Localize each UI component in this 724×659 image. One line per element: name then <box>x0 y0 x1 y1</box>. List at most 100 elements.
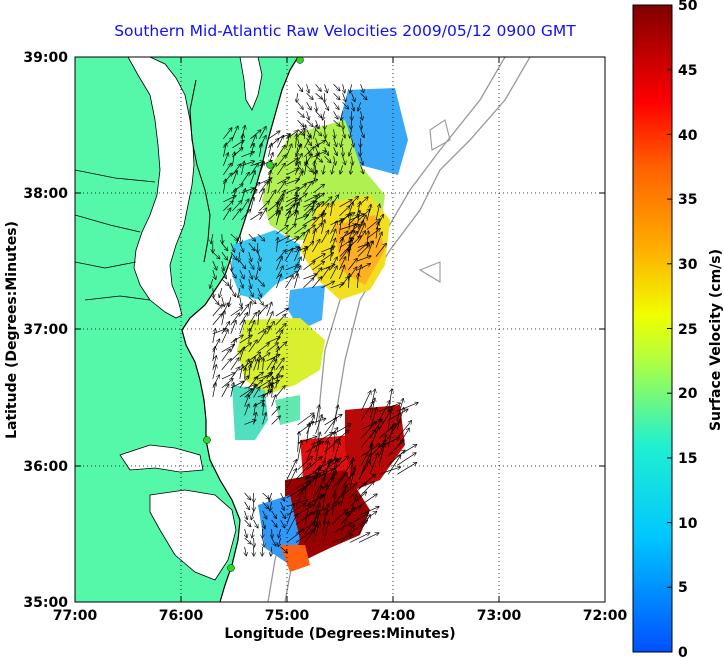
velocity-arrow <box>323 111 325 120</box>
velocity-arrow <box>375 244 386 257</box>
coastline <box>181 57 299 602</box>
velocity-arrow <box>387 407 391 430</box>
velocity-arrow <box>350 129 352 138</box>
velocity-arrow <box>315 469 333 480</box>
velocity-arrow <box>339 200 352 208</box>
velocity-arrow <box>239 260 246 269</box>
velocity-arrow <box>360 84 364 92</box>
bathymetry-contour <box>418 119 451 283</box>
velocity-arrow <box>239 320 245 335</box>
velocity-arrow <box>257 296 263 305</box>
velocity-arrow <box>324 460 330 479</box>
velocity-arrow <box>342 156 346 164</box>
velocity-arrow <box>229 297 231 306</box>
velocity-arrow <box>294 233 304 244</box>
velocity-arrow <box>245 368 246 380</box>
velocity-arrow <box>295 172 302 184</box>
velocity-arrow <box>263 519 265 529</box>
velocity-arrow <box>360 454 370 475</box>
velocity-arrow <box>232 189 236 202</box>
velocity-arrow <box>324 147 329 155</box>
velocity-arrow <box>230 339 236 353</box>
velocity-arrow <box>230 351 241 362</box>
velocity-arrow <box>221 242 228 251</box>
velocity-arrow <box>312 194 319 208</box>
velocity-arrow <box>294 193 297 207</box>
colorbar-ticks <box>667 4 672 588</box>
velocity-arrow <box>221 384 229 398</box>
velocity-arrow <box>259 201 269 212</box>
grid <box>75 57 605 602</box>
colorbar-tick-label: 15 <box>678 451 697 467</box>
velocity-arrow <box>306 147 311 155</box>
velocity-arrow <box>306 120 313 126</box>
velocity-arrow <box>239 278 243 288</box>
velocity-arrow <box>262 546 263 556</box>
velocity-arrow <box>244 519 251 526</box>
velocity-arrow <box>268 139 278 149</box>
velocity-arrow <box>285 248 292 262</box>
velocity-arrow <box>315 415 322 435</box>
velocity-arrow <box>334 432 336 452</box>
velocity-arrow <box>250 183 259 194</box>
velocity-arrow <box>251 510 253 520</box>
velocity-arrow <box>339 249 348 262</box>
velocity-arrow <box>250 171 255 184</box>
velocity-arrow <box>330 221 337 235</box>
velocity-arrow <box>295 184 306 194</box>
velocity-arrow <box>321 267 329 280</box>
velocity-arrow <box>221 322 230 335</box>
velocity-arrow <box>223 208 230 220</box>
velocity-arrow <box>230 269 236 278</box>
velocity-arrow <box>212 314 222 326</box>
velocity-arrow <box>275 308 288 317</box>
velocity-arrow <box>349 467 355 489</box>
velocity-arrow <box>270 501 272 511</box>
velocity-arrow <box>348 247 349 261</box>
velocity-arrow <box>313 512 319 534</box>
velocity-arrow <box>240 297 242 306</box>
velocity-arrow <box>312 203 319 217</box>
velocity-arrow <box>348 236 361 248</box>
velocity-arrow <box>387 440 404 457</box>
velocity-arrow <box>262 383 274 389</box>
velocity-arrow <box>330 202 333 216</box>
velocity-arrow <box>223 143 226 157</box>
velocity-arrow <box>271 416 281 425</box>
velocity-arrow <box>262 501 269 509</box>
velocity-arrow <box>223 128 231 140</box>
velocity-arrow <box>277 182 285 194</box>
velocity-arrow <box>396 428 409 448</box>
velocity-arrow <box>379 467 400 475</box>
velocity-arrow <box>212 329 216 343</box>
velocity-arrow <box>285 224 296 235</box>
velocity-arrow <box>286 144 291 157</box>
velocity-arrow <box>222 261 224 270</box>
velocity-arrow <box>238 288 240 297</box>
velocity-arrow <box>295 487 305 507</box>
radar-station-marker <box>266 161 274 169</box>
velocity-arrow <box>348 274 349 288</box>
velocity-arrow <box>257 343 269 353</box>
velocity-arrow <box>249 279 251 288</box>
velocity-arrow <box>295 512 314 525</box>
velocity-arrow <box>352 156 353 165</box>
velocity-arrow <box>333 430 349 444</box>
velocity-arrow <box>223 153 228 166</box>
velocity-arrow <box>271 407 280 416</box>
delaware-bay <box>239 57 263 111</box>
velocity-arrow <box>286 469 296 489</box>
velocity-arrow <box>333 84 340 90</box>
velocity-arrow <box>343 120 344 129</box>
velocity-arrow <box>315 147 319 155</box>
velocity-arrow <box>239 335 252 344</box>
velocity-region <box>232 230 300 300</box>
velocity-arrow <box>303 230 309 244</box>
colorbar-tick-label: 50 <box>678 0 698 14</box>
velocity-arrow <box>221 311 225 325</box>
velocity-arrow <box>375 232 382 248</box>
velocity-arrow <box>248 287 253 297</box>
velocity-arrow <box>324 156 331 162</box>
velocity-arrow <box>369 453 378 475</box>
velocity-arrow <box>306 457 322 471</box>
